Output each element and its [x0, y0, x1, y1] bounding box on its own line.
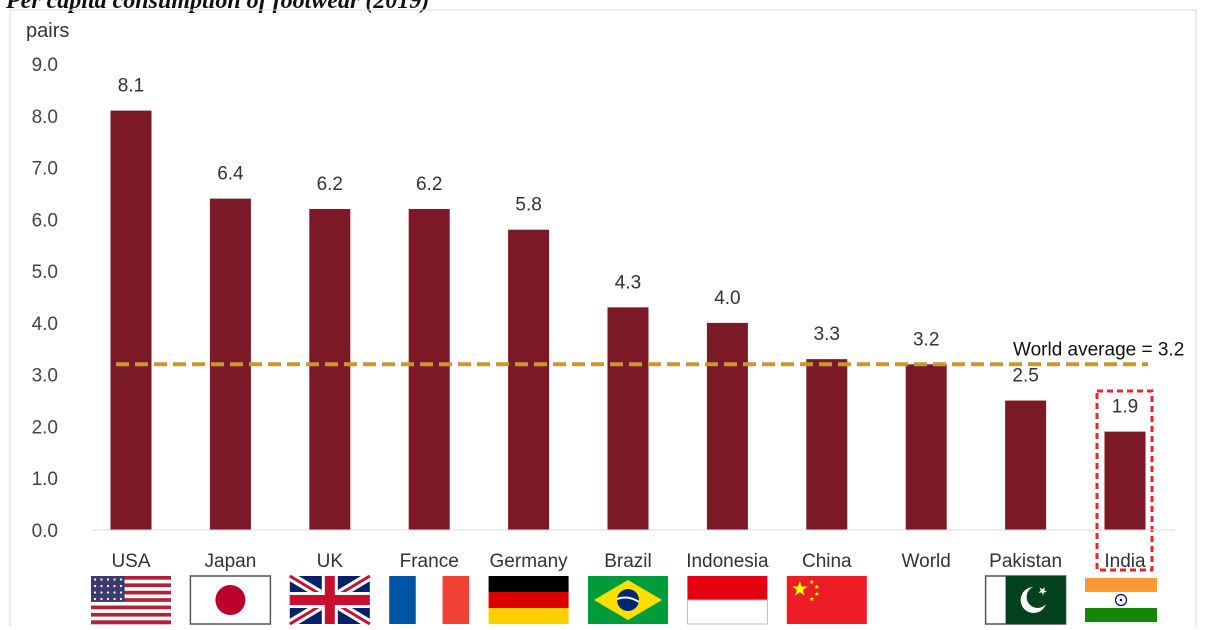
y-tick-label: 4.0	[32, 314, 58, 335]
bar-brazil	[607, 307, 649, 530]
value-label: 3.2	[913, 329, 939, 350]
category-label: Germany	[490, 551, 569, 572]
bar-china	[806, 359, 848, 530]
category-label: Pakistan	[989, 551, 1062, 572]
category-labels: USA Japan UK France Germany Brazil Indonesia Ch…	[111, 551, 1146, 572]
value-label: 6.2	[416, 174, 442, 195]
value-label: 5.8	[515, 195, 541, 216]
category-label: China	[802, 551, 852, 572]
y-tick-label: 0.0	[32, 521, 58, 542]
category-label: World	[902, 551, 951, 572]
category-label: India	[1104, 551, 1146, 572]
flags	[91, 572, 1157, 628]
y-axis-unit-label: pairs	[26, 20, 69, 42]
world-flag-icon	[886, 576, 967, 624]
value-labels: 8.1 6.4 6.2 6.2 5.8 4.3 4.0 3.3 3.2 2.5 1.9	[118, 76, 1138, 418]
value-label: 3.3	[814, 324, 840, 345]
bar-france	[408, 208, 450, 530]
uk-flag-icon	[287, 572, 373, 628]
indonesia-flag-icon	[686, 576, 768, 625]
world-average-label: World average = 3.2	[1013, 339, 1184, 360]
india-highlight-box	[1095, 389, 1154, 572]
bar-germany	[508, 229, 550, 530]
category-label: Brazil	[604, 551, 652, 572]
value-label: 6.2	[317, 174, 343, 195]
category-label: Japan	[205, 551, 257, 572]
category-label: Indonesia	[686, 551, 769, 572]
china-flag-icon	[786, 576, 867, 624]
value-label: 4.0	[714, 288, 740, 309]
y-tick-label: 7.0	[32, 159, 58, 180]
bars	[110, 110, 1146, 530]
value-label: 8.1	[118, 76, 144, 97]
y-tick-label: 9.0	[32, 55, 58, 76]
bar-usa	[110, 110, 152, 530]
y-tick-label: 5.0	[32, 262, 58, 283]
y-tick-label: 1.0	[32, 469, 58, 490]
germany-flag-icon	[488, 576, 569, 624]
usa-flag-icon	[91, 576, 171, 625]
france-flag-icon	[389, 576, 470, 624]
y-tick-label: 3.0	[32, 366, 58, 387]
india-flag-icon	[1085, 578, 1157, 622]
y-tick-label: 8.0	[32, 107, 58, 128]
category-label: France	[400, 551, 459, 572]
pakistan-flag-icon	[984, 575, 1067, 625]
y-tick-label: 2.0	[32, 417, 58, 438]
japan-flag-icon	[189, 575, 272, 625]
y-tick-label: 6.0	[32, 210, 58, 231]
bar-pakistan	[1005, 400, 1047, 530]
bar-india	[1104, 431, 1146, 530]
category-label: UK	[317, 551, 344, 572]
value-label: 4.3	[615, 272, 641, 293]
bar-world	[905, 364, 947, 530]
brazil-flag-icon	[588, 576, 668, 624]
value-label: 1.9	[1112, 397, 1138, 418]
bar-uk	[309, 208, 351, 530]
value-label: 6.4	[217, 164, 244, 185]
bar-indonesia	[706, 322, 748, 530]
value-label: 2.5	[1012, 366, 1038, 387]
chart-title: Per capita consumption of footwear (2019…	[5, 0, 429, 14]
y-axis-ticks: 0.0 1.0 2.0 3.0 4.0 5.0 6.0 7.0 8.0 9.0	[32, 55, 58, 542]
category-label: USA	[111, 551, 150, 572]
